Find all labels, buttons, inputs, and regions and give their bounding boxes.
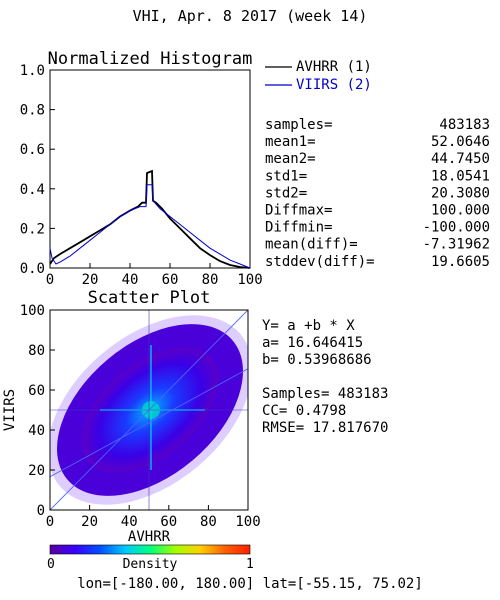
stat-value: 44.7450: [431, 151, 490, 167]
scatter-xtick-label: 80: [200, 514, 217, 530]
histogram-ytick-label: 1.0: [20, 63, 45, 79]
histogram-title: Normalized Histogram: [48, 49, 253, 69]
stat-label: mean2=: [265, 151, 316, 167]
footer-lon-range: [-180.00, 180.00]: [111, 576, 254, 592]
scatter-xtick-label: 20: [81, 514, 98, 530]
regression-cc: CC= 0.4798: [262, 403, 346, 419]
stat-value: 52.0646: [431, 134, 490, 150]
footer-lon-label: lon=: [77, 576, 111, 592]
stat-label: samples=: [265, 117, 332, 133]
stat-label: mean1=: [265, 134, 316, 150]
histogram-xtick-label: 80: [202, 272, 219, 288]
page-title: VHI, Apr. 8 2017 (week 14): [133, 7, 368, 25]
histogram-ytick-label: 0.2: [20, 221, 45, 237]
histogram-xtick-label: 40: [122, 272, 139, 288]
scatter-ytick-label: 60: [28, 383, 45, 399]
footer-lat-label: lat=: [263, 576, 297, 592]
stat-value: 483183: [439, 117, 490, 133]
stat-label: std2=: [265, 185, 307, 201]
colorbar-min-label: 0: [47, 557, 55, 572]
histogram-ytick-label: 0.6: [20, 142, 45, 158]
histogram-series: [49, 169, 251, 269]
legend-label-avhrr: AVHRR (1): [296, 59, 372, 75]
histogram-ytick-label: 0.4: [20, 182, 45, 198]
scatter-ylabel: VIIRS: [2, 389, 18, 431]
stat-value: 18.0541: [431, 168, 490, 184]
footer-coordinates: lon=[-180.00, 180.00] lat=[-55.15, 75.02…: [77, 576, 423, 592]
histogram-xtick-label: 60: [162, 272, 179, 288]
histogram-xtick-label: 0: [46, 272, 54, 288]
histogram-legend: AVHRR (1) VIIRS (2): [265, 59, 372, 93]
scatter-panel: Scatter Plot 0 20 40 60 80 100 0 20 40 60 80 100 AV…: [2, 288, 261, 545]
colorbar-label: Density: [123, 557, 178, 572]
histogram-ytick-label: 0.8: [20, 103, 45, 119]
stat-value: -100.000: [423, 220, 490, 236]
stat-label: std1=: [265, 168, 307, 184]
scatter-frame: [49, 309, 249, 511]
one-to-one-line: [50, 310, 248, 510]
histogram-xtick-label: 20: [82, 272, 99, 288]
scatter-xlabel: AVHRR: [128, 529, 171, 545]
colorbar-max-label: 1: [246, 557, 254, 572]
scatter-ytick-label: 100: [20, 303, 45, 319]
stat-value: -7.31962: [423, 237, 490, 253]
histogram-frame: [49, 69, 251, 269]
stat-label: mean(diff)=: [265, 237, 358, 253]
histogram-axes: 0 20 40 60 80 100 0.0 0.2 0.4 0.6 0.8 1.0: [20, 63, 263, 288]
stat-value: 19.6605: [431, 254, 490, 270]
regression-equation: Y= a +b * X: [262, 318, 355, 334]
colorbar-gradient: [49, 544, 251, 555]
stat-value: 20.3080: [431, 185, 490, 201]
histogram-ytick-label: 0.0: [20, 261, 45, 277]
stat-label: Diffmax=: [265, 203, 332, 219]
avhrr-series-line: [49, 169, 251, 269]
scatter-axes: 0 20 40 60 80 100 0 20 40 60 80 100: [20, 303, 261, 530]
statistics-block: samples= 483183 mean1= 52.0646 mean2= 44.7450…: [265, 117, 490, 270]
scatter-ytick-label: 20: [28, 463, 45, 479]
regression-samples: Samples= 483183: [262, 386, 388, 402]
stat-label: stddev(diff)=: [265, 254, 375, 270]
regression-line: [50, 368, 248, 478]
stat-label: Diffmin=: [265, 220, 332, 236]
scatter-xtick-label: 40: [121, 514, 138, 530]
density-colorbar: 0 Density 1: [47, 544, 254, 572]
scatter-xtick-label: 100: [235, 514, 260, 530]
histogram-xtick-label: 100: [237, 272, 262, 288]
legend-label-viirs: VIIRS (2): [296, 77, 372, 93]
regression-a: a= 16.646415: [262, 335, 363, 351]
regression-b: b= 0.53968686: [262, 352, 372, 368]
scatter-xtick-label: 60: [160, 514, 177, 530]
stat-value: 100.000: [431, 203, 490, 219]
scatter-ytick-label: 40: [28, 423, 45, 439]
scatter-title: Scatter Plot: [88, 288, 211, 308]
footer-lat-range: [-55.15, 75.02]: [296, 576, 422, 592]
scatter-ytick-label: 0: [37, 503, 45, 519]
regression-block: Y= a +b * X a= 16.646415 b= 0.53968686 S…: [262, 318, 388, 436]
scatter-xtick-label: 0: [46, 514, 54, 530]
scatter-ytick-label: 80: [28, 343, 45, 359]
histogram-panel: Normalized Histogram 0 20 40 60 80 1000.00.20…: [20, 49, 263, 288]
scatter-density-cloud: [50, 310, 248, 510]
footer-spacer: [254, 576, 262, 592]
viirs-series-line: [49, 184, 251, 269]
regression-rmse: RMSE= 17.817670: [262, 420, 388, 436]
